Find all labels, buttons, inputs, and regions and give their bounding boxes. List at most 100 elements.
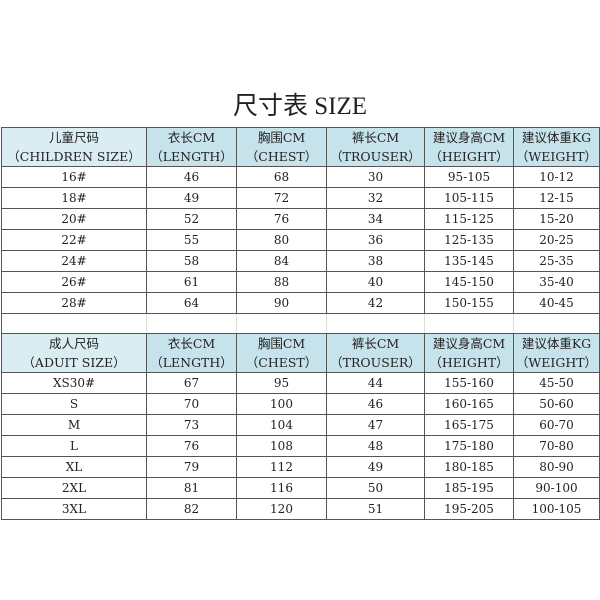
children-header-cell: （LENGTH） bbox=[146, 147, 237, 167]
table-cell: 73 bbox=[146, 414, 237, 436]
table-row: S 70 100 46 160-165 50-60 bbox=[1, 393, 600, 415]
adult-header-row: 成人尺码 衣长CM 胸围CM 裤长CM 建议身高CM 建议体重KG bbox=[1, 333, 600, 353]
table-cell: 3XL bbox=[1, 498, 147, 520]
table-cell: 79 bbox=[146, 456, 237, 478]
table-cell: 47 bbox=[326, 414, 425, 436]
children-header-row: 儿童尺码 衣长CM 胸围CM 裤长CM 建议身高CM 建议体重KG bbox=[1, 127, 600, 147]
table-cell: 108 bbox=[236, 435, 327, 457]
children-header-cell: （CHEST） bbox=[236, 147, 327, 167]
table-cell: 51 bbox=[326, 498, 425, 520]
table-cell: 10-12 bbox=[513, 166, 600, 188]
adult-header-cell: 建议体重KG bbox=[513, 333, 600, 353]
children-header-cell: （HEIGHT） bbox=[424, 147, 514, 167]
empty-cell bbox=[1, 313, 147, 334]
children-header-cell: 建议身高CM bbox=[424, 127, 514, 147]
adult-header-cell: （CHEST） bbox=[236, 353, 327, 373]
table-cell: 38 bbox=[326, 250, 425, 272]
table-row: 16# 46 68 30 95-105 10-12 bbox=[1, 166, 600, 188]
table-cell: 104 bbox=[236, 414, 327, 436]
table-cell: 76 bbox=[146, 435, 237, 457]
table-cell: M bbox=[1, 414, 147, 436]
table-cell: 80 bbox=[236, 229, 327, 251]
spacer-row bbox=[1, 313, 600, 334]
table-cell: 67 bbox=[146, 372, 237, 394]
table-cell: 36 bbox=[326, 229, 425, 251]
table-cell: XL bbox=[1, 456, 147, 478]
children-header-cell: 胸围CM bbox=[236, 127, 327, 147]
adult-header-cell: （WEIGHT） bbox=[513, 353, 600, 373]
page-title: 尺寸表 SIZE bbox=[232, 93, 368, 120]
table-row: 28# 64 90 42 150-155 40-45 bbox=[1, 292, 600, 314]
table-cell: 84 bbox=[236, 250, 327, 272]
table-cell: 95 bbox=[236, 372, 327, 394]
table-cell: 105-115 bbox=[424, 187, 514, 209]
table-cell: 46 bbox=[146, 166, 237, 188]
table-cell: 100 bbox=[236, 393, 327, 415]
adult-header-cell: （ADUIT SIZE） bbox=[1, 353, 147, 373]
children-header-cell: 裤长CM bbox=[326, 127, 425, 147]
table-cell: 116 bbox=[236, 477, 327, 499]
table-cell: 64 bbox=[146, 292, 237, 314]
table-cell: 18# bbox=[1, 187, 147, 209]
table-row: 22# 55 80 36 125-135 20-25 bbox=[1, 229, 600, 251]
table-cell: 115-125 bbox=[424, 208, 514, 230]
table-cell: 112 bbox=[236, 456, 327, 478]
empty-cell bbox=[146, 313, 237, 334]
table-cell: 180-185 bbox=[424, 456, 514, 478]
table-cell: 22# bbox=[1, 229, 147, 251]
adult-header-cell: 建议身高CM bbox=[424, 333, 514, 353]
table-cell: 70-80 bbox=[513, 435, 600, 457]
table-cell: 16# bbox=[1, 166, 147, 188]
table-cell: 44 bbox=[326, 372, 425, 394]
table-cell: 70 bbox=[146, 393, 237, 415]
empty-cell bbox=[424, 313, 514, 334]
size-table: 儿童尺码 衣长CM 胸围CM 裤长CM 建议身高CM 建议体重KG （CHILDREN SI… bbox=[1, 127, 600, 520]
table-cell: 50-60 bbox=[513, 393, 600, 415]
table-row: L 76 108 48 175-180 70-80 bbox=[1, 435, 600, 457]
table-row: 20# 52 76 34 115-125 15-20 bbox=[1, 208, 600, 230]
adult-header-cell: 裤长CM bbox=[326, 333, 425, 353]
table-cell: 15-20 bbox=[513, 208, 600, 230]
table-row: M 73 104 47 165-175 60-70 bbox=[1, 414, 600, 436]
table-cell: 49 bbox=[146, 187, 237, 209]
adult-header-cell: （TROUSER） bbox=[326, 353, 425, 373]
adult-header-cell: （HEIGHT） bbox=[424, 353, 514, 373]
table-row: XL 79 112 49 180-185 80-90 bbox=[1, 456, 600, 478]
table-cell: 120 bbox=[236, 498, 327, 520]
children-header-cell: （WEIGHT） bbox=[513, 147, 600, 167]
table-row: 24# 58 84 38 135-145 25-35 bbox=[1, 250, 600, 272]
table-cell: 40 bbox=[326, 271, 425, 293]
children-header-cell: 儿童尺码 bbox=[1, 127, 147, 147]
table-cell: 100-105 bbox=[513, 498, 600, 520]
adult-header-cell: 衣长CM bbox=[146, 333, 237, 353]
table-row: 26# 61 88 40 145-150 35-40 bbox=[1, 271, 600, 293]
table-cell: 95-105 bbox=[424, 166, 514, 188]
table-cell: 20# bbox=[1, 208, 147, 230]
table-cell: 26# bbox=[1, 271, 147, 293]
table-row: 3XL 82 120 51 195-205 100-105 bbox=[1, 498, 600, 520]
table-cell: S bbox=[1, 393, 147, 415]
children-header-cell: （TROUSER） bbox=[326, 147, 425, 167]
children-header-row: （CHILDREN SIZE） （LENGTH） （CHEST） （TROUSER）（… bbox=[1, 147, 600, 167]
table-cell: 68 bbox=[236, 166, 327, 188]
table-cell: 40-45 bbox=[513, 292, 600, 314]
children-header-cell: 建议体重KG bbox=[513, 127, 600, 147]
table-cell: XS30# bbox=[1, 372, 147, 394]
children-header-cell: 衣长CM bbox=[146, 127, 237, 147]
table-cell: 60-70 bbox=[513, 414, 600, 436]
table-cell: 76 bbox=[236, 208, 327, 230]
adult-header-row: （ADUIT SIZE） （LENGTH） （CHEST） （TROUSER） （HEI… bbox=[1, 353, 600, 373]
table-cell: 50 bbox=[326, 477, 425, 499]
table-row: 2XL 81 116 50 185-195 90-100 bbox=[1, 477, 600, 499]
table-cell: 160-165 bbox=[424, 393, 514, 415]
table-cell: 28# bbox=[1, 292, 147, 314]
table-cell: 24# bbox=[1, 250, 147, 272]
table-cell: 185-195 bbox=[424, 477, 514, 499]
adult-header-cell: 成人尺码 bbox=[1, 333, 147, 353]
table-cell: 125-135 bbox=[424, 229, 514, 251]
table-cell: 30 bbox=[326, 166, 425, 188]
adult-header-cell: （LENGTH） bbox=[146, 353, 237, 373]
table-cell: 52 bbox=[146, 208, 237, 230]
table-row: XS30# 67 95 44 155-160 45-50 bbox=[1, 372, 600, 394]
table-cell: 90-100 bbox=[513, 477, 600, 499]
